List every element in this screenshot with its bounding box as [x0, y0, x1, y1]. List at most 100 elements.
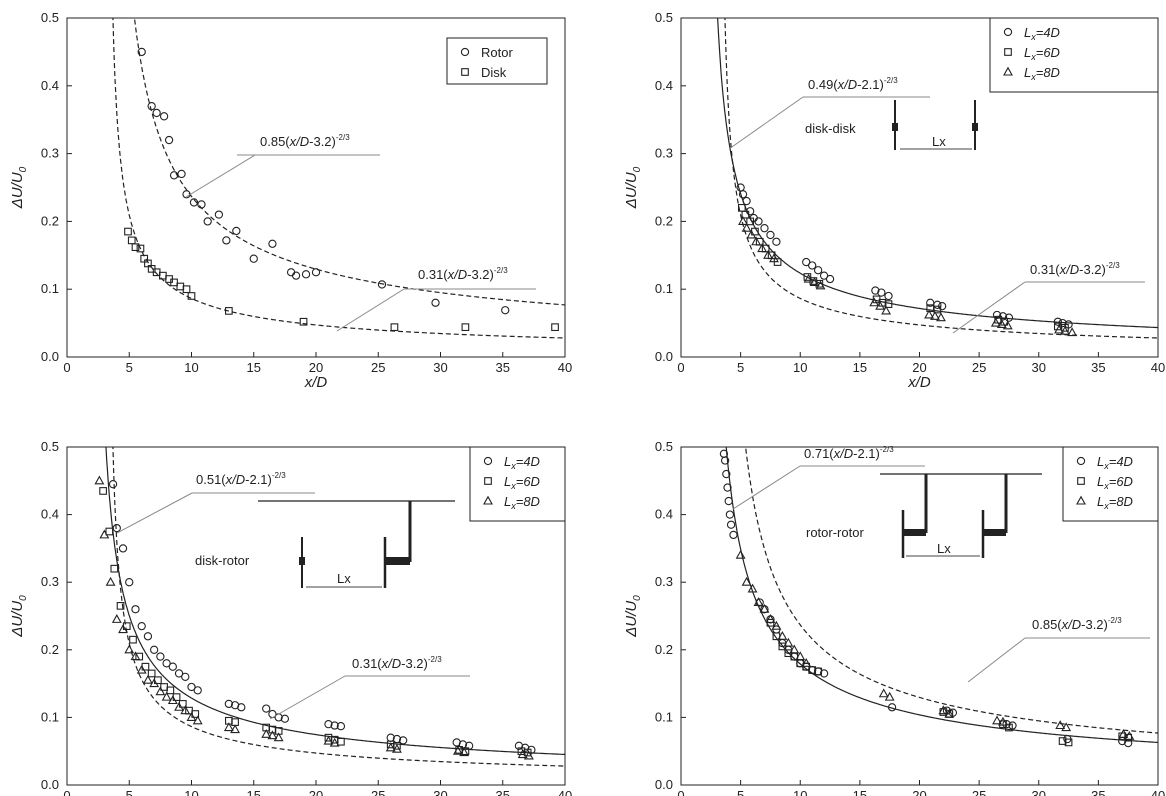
data-point [926, 304, 935, 313]
x-tick-label: 30 [1032, 788, 1046, 796]
x-tick-label: 40 [558, 788, 572, 796]
data-point [1002, 320, 1013, 330]
y-axis-label: ΔU/U0 [623, 595, 643, 638]
fit-equation-label: 0.71(x/D-2.1)-2/3 [804, 445, 894, 461]
legend-label: Disk [481, 65, 507, 80]
y-tick-label: 0.5 [655, 439, 673, 454]
data-point [772, 237, 781, 246]
data-point [729, 530, 738, 540]
data-point [877, 288, 886, 297]
data-point [746, 229, 757, 239]
data-point [398, 736, 408, 745]
y-tick-label: 0.1 [41, 709, 59, 724]
data-point [1005, 723, 1013, 732]
y-axis-label: ΔU/U0 [9, 166, 29, 209]
data-point [825, 274, 835, 284]
data-point [741, 576, 752, 586]
data-point [738, 216, 748, 225]
data-point [551, 323, 559, 332]
legend-marker [483, 456, 493, 466]
data-point [136, 664, 147, 674]
data-point [803, 273, 814, 283]
data-point [214, 210, 224, 219]
data-point [759, 603, 770, 613]
series-1 [108, 480, 536, 754]
spacing-label: Lx [932, 134, 946, 149]
data-point [161, 691, 172, 701]
data-point [225, 307, 233, 315]
y-tick-label: 0.0 [655, 777, 673, 792]
data-point [118, 624, 128, 634]
data-point [1053, 317, 1062, 326]
x-tick-label: 25 [972, 788, 986, 796]
data-point [930, 310, 940, 320]
fit-curve-1 [717, 18, 1158, 329]
annotation-leader [185, 154, 256, 198]
data-point [769, 253, 779, 263]
data-point [170, 278, 178, 287]
data-point [311, 268, 321, 277]
x-tick-label: 15 [247, 360, 261, 375]
x-tick-label: 10 [793, 360, 807, 375]
data-point [933, 300, 942, 309]
data-point [517, 749, 528, 759]
legend-marker [1003, 66, 1013, 76]
y-tick-label: 0.0 [41, 777, 59, 792]
x-tick-label: 25 [371, 788, 385, 796]
y-tick-label: 0.3 [655, 574, 673, 589]
data-point [751, 236, 762, 246]
data-point [881, 305, 892, 315]
data-point [330, 721, 339, 730]
data-point [815, 279, 824, 288]
data-point [723, 483, 732, 492]
data-point [720, 456, 730, 465]
data-point [323, 735, 334, 745]
x-tick-label: 10 [793, 788, 807, 796]
y-tick-label: 0.3 [41, 574, 59, 589]
data-point [887, 703, 897, 712]
data-point [795, 651, 806, 661]
data-point [99, 529, 110, 539]
data-point [152, 108, 161, 118]
x-axis-label: x/D [907, 374, 931, 391]
series-2 [124, 227, 559, 332]
legend-label: Lx=8D [1024, 65, 1060, 82]
x-tick-label: 10 [184, 360, 198, 375]
downstream-nacelle-icon [982, 529, 1006, 536]
data-point [105, 576, 116, 586]
y-tick-label: 0.2 [41, 213, 59, 228]
data-point [1064, 738, 1073, 747]
data-point [815, 280, 826, 290]
data-point [725, 510, 735, 519]
data-point [167, 695, 178, 705]
legend-label: Lx=6D [1024, 45, 1060, 62]
data-point [736, 183, 745, 192]
legend-label: Lx=6D [1097, 474, 1133, 491]
x-tick-label: 40 [1151, 788, 1165, 796]
spacing-label: Lx [337, 571, 351, 586]
data-point [813, 266, 823, 275]
x-tick-label: 0 [677, 788, 684, 796]
fit-equation-label: 0.31(x/D-3.2)-2/3 [352, 655, 442, 671]
data-point [1118, 728, 1129, 738]
data-point [377, 280, 387, 289]
y-tick-label: 0.0 [41, 349, 59, 364]
fit-equation-label: 0.85(x/D-3.2)-2/3 [1032, 616, 1122, 632]
fit-curve-1 [105, 447, 565, 755]
data-point [390, 323, 399, 332]
legend-marker [1004, 48, 1012, 56]
legend-marker [1077, 477, 1085, 485]
data-point [261, 728, 272, 738]
data-point [137, 47, 146, 57]
data-point [459, 747, 470, 757]
data-point [933, 305, 942, 314]
data-point [162, 659, 171, 668]
y-tick-label: 0.1 [655, 281, 673, 296]
data-point [111, 614, 122, 623]
data-point [110, 564, 119, 573]
data-point [1067, 327, 1078, 337]
fit-curve-2 [744, 447, 1158, 734]
y-tick-label: 0.5 [41, 439, 59, 454]
data-point [232, 226, 241, 236]
